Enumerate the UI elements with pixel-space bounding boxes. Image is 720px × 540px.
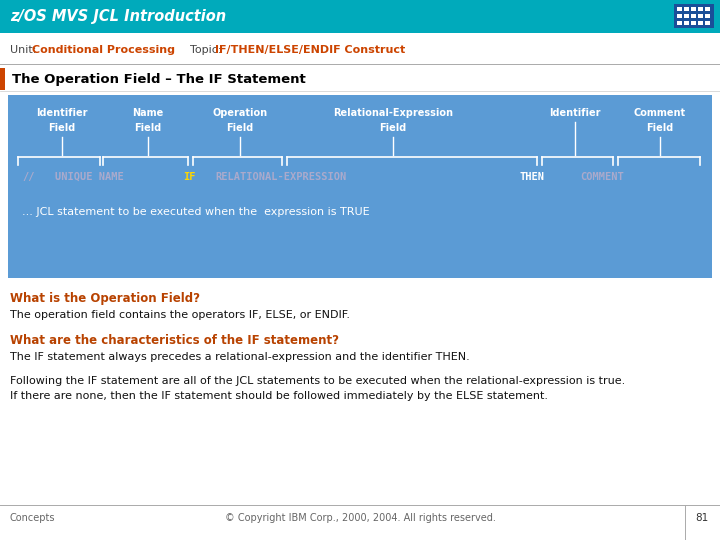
- Text: Field: Field: [135, 123, 161, 133]
- Text: z/OS MVS JCL Introduction: z/OS MVS JCL Introduction: [10, 9, 226, 24]
- Text: IF/THEN/ELSE/ENDIF Construct: IF/THEN/ELSE/ENDIF Construct: [215, 45, 405, 55]
- Text: 81: 81: [696, 513, 708, 523]
- Text: © Copyright IBM Corp., 2000, 2004. All rights reserved.: © Copyright IBM Corp., 2000, 2004. All r…: [225, 513, 495, 523]
- Bar: [698, 21, 703, 25]
- Text: Conditional Processing: Conditional Processing: [32, 45, 175, 55]
- Text: Field: Field: [48, 123, 76, 133]
- Text: //: //: [22, 172, 35, 182]
- Bar: [698, 14, 703, 18]
- Text: UNIQUE NAME: UNIQUE NAME: [55, 172, 124, 182]
- Bar: [0, 0, 720, 33]
- Bar: [684, 7, 689, 11]
- Text: IF: IF: [183, 172, 196, 182]
- Text: THEN: THEN: [520, 172, 545, 182]
- Text: COMMENT: COMMENT: [580, 172, 624, 182]
- Text: Comment: Comment: [634, 108, 686, 118]
- Text: ... JCL statement to be executed when the  expression is TRUE: ... JCL statement to be executed when th…: [22, 207, 369, 217]
- Bar: [705, 21, 710, 25]
- Text: Topic:: Topic:: [190, 45, 222, 55]
- Text: RELATIONAL-EXPRESSION: RELATIONAL-EXPRESSION: [215, 172, 346, 182]
- Text: Following the IF statement are all of the JCL statements to be executed when the: Following the IF statement are all of th…: [10, 376, 625, 386]
- Bar: [677, 7, 682, 11]
- Text: What are the characteristics of the IF statement?: What are the characteristics of the IF s…: [10, 334, 339, 347]
- Text: Unit:: Unit:: [10, 45, 37, 55]
- Bar: [684, 21, 689, 25]
- Bar: [677, 14, 682, 18]
- Bar: [684, 14, 689, 18]
- Text: The IF statement always precedes a relational-expression and the identifier THEN: The IF statement always precedes a relat…: [10, 352, 469, 362]
- Text: Field: Field: [379, 123, 407, 133]
- Bar: [0, 68, 5, 90]
- Text: Field: Field: [647, 123, 674, 133]
- Text: Relational-Expression: Relational-Expression: [333, 108, 453, 118]
- Text: Name: Name: [132, 108, 163, 118]
- Bar: [705, 7, 710, 11]
- Text: Identifier: Identifier: [549, 108, 600, 118]
- Bar: [691, 7, 696, 11]
- Bar: [691, 21, 696, 25]
- Text: If there are none, then the IF statement should be followed immediately by the E: If there are none, then the IF statement…: [10, 391, 548, 401]
- Bar: [698, 7, 703, 11]
- Bar: [677, 21, 682, 25]
- Text: Operation: Operation: [212, 108, 268, 118]
- Text: Identifier: Identifier: [36, 108, 88, 118]
- Text: Concepts: Concepts: [10, 513, 55, 523]
- Bar: [8, 95, 712, 278]
- Text: Field: Field: [226, 123, 253, 133]
- Bar: [691, 14, 696, 18]
- Bar: [705, 14, 710, 18]
- Text: What is the Operation Field?: What is the Operation Field?: [10, 292, 200, 305]
- Bar: [674, 4, 714, 28]
- Text: The operation field contains the operators IF, ELSE, or ENDIF.: The operation field contains the operato…: [10, 310, 350, 320]
- Text: The Operation Field – The IF Statement: The Operation Field – The IF Statement: [12, 72, 306, 85]
